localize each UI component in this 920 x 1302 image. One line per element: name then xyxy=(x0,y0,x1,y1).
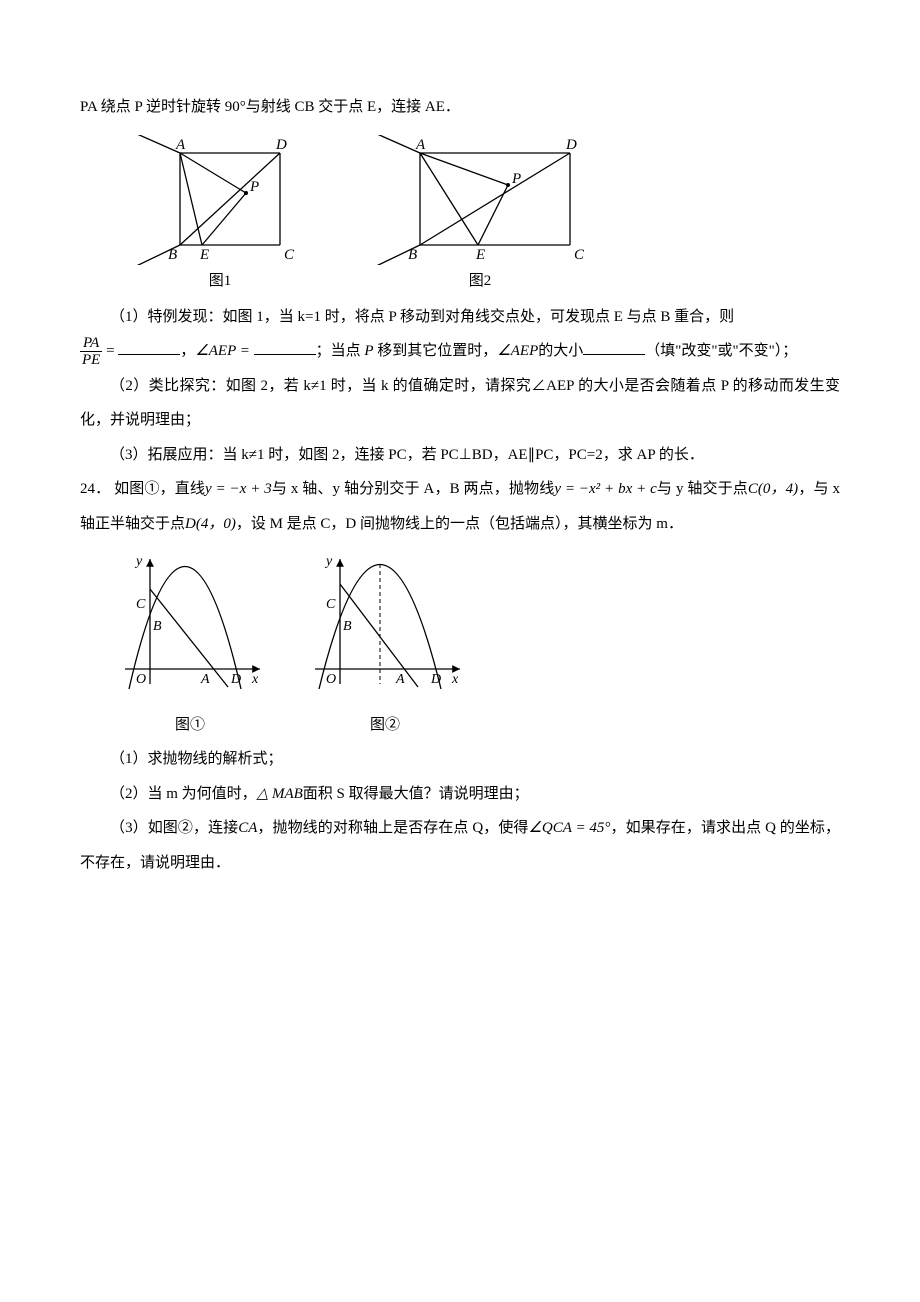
p24-eq2: y = −x² + bx + c xyxy=(554,481,656,497)
q1-mid1: ， xyxy=(180,343,195,359)
q1-tail: （填"改变"或"不变"）； xyxy=(645,343,797,359)
frac-num: PA xyxy=(80,335,102,353)
p24-t5: ，设 M 是点 C，D 间抛物线上的一点（包括端点），其横坐标为 m． xyxy=(236,516,683,532)
figure-3-svg: O A Dx y CB xyxy=(110,549,270,709)
p24-stem: 24． 如图①，直线y = −x + 3与 x 轴、y 轴分别交于 A，B 两点… xyxy=(80,472,840,541)
svg-text:A: A xyxy=(415,137,426,153)
p24-num: 24． xyxy=(80,481,110,497)
svg-text:B: B xyxy=(153,619,162,634)
figure-1-svg: A D B C E P xyxy=(120,135,320,265)
frac-pa-pe: PA PE xyxy=(80,335,102,369)
intro-text: PA 绕点 P 逆时针旋转 90°与射线 CB 交于点 E，连接 AE． xyxy=(80,90,840,125)
svg-text:B: B xyxy=(343,619,352,634)
svg-text:E: E xyxy=(475,247,485,263)
svg-text:A: A xyxy=(175,137,186,153)
p24-t1: 如图①，直线 xyxy=(114,481,205,497)
svg-text:D: D xyxy=(430,672,441,687)
figures-24: OADxyCB 图① OADxyCB 图② xyxy=(110,549,840,734)
q1-mid2: ；当点 xyxy=(316,343,365,359)
p24q2-t2: 面积 S 取得最大值？请说明理由； xyxy=(303,786,529,802)
q1-mid3: 移到其它位置时， xyxy=(374,343,498,359)
svg-text:O: O xyxy=(136,672,146,687)
q1-mid4: 的大小 xyxy=(538,343,583,359)
figure-2-block: A D B C E P 图2 xyxy=(350,135,610,290)
p24-eq1: y = −x + 3 xyxy=(205,481,272,497)
blank-2 xyxy=(254,340,316,355)
p24q2-t1: （2）当 m 为何值时， xyxy=(110,786,257,802)
figure-2-caption: 图2 xyxy=(469,269,492,290)
svg-text:C: C xyxy=(284,247,295,263)
q3: （3）拓展应用：当 k≠1 时，如图 2，连接 PC，若 PC⊥BD，AE∥PC… xyxy=(80,438,840,473)
p24-t2: 与 x 轴、y 轴分别交于 A，B 两点，抛物线 xyxy=(272,481,555,497)
svg-text:B: B xyxy=(168,247,177,263)
figure-2-svg: A D B C E P xyxy=(350,135,610,265)
q1-line1: （1）特例发现：如图 1，当 k=1 时，将点 P 移动到对角线交点处，可发现点… xyxy=(80,300,840,335)
p24q2-tri: △ MAB xyxy=(257,786,303,802)
svg-text:y: y xyxy=(324,554,333,569)
svg-text:O: O xyxy=(326,672,336,687)
svg-text:x: x xyxy=(251,672,259,687)
p24q3-CA: CA xyxy=(238,820,257,836)
q2: （2）类比探究：如图 2，若 k≠1 时，当 k 的值确定时，请探究∠AEP 的… xyxy=(80,369,840,438)
figure-3-caption: 图① xyxy=(175,713,205,734)
figure-4-caption: 图② xyxy=(370,713,400,734)
svg-text:D: D xyxy=(275,137,287,153)
figure-1-block: A D B C E P 图1 xyxy=(120,135,320,290)
q1-eq: = xyxy=(102,343,118,359)
p24-q2: （2）当 m 为何值时，△ MAB面积 S 取得最大值？请说明理由； xyxy=(80,777,840,812)
figure-4-svg: O A Dx y CB xyxy=(300,549,470,709)
blank-3 xyxy=(583,340,645,355)
figures-23: A D B C E P 图1 A D B C E P 图2 xyxy=(120,135,840,290)
p24-C: C(0，4) xyxy=(748,481,798,497)
p24-q1: （1）求抛物线的解析式； xyxy=(80,742,840,777)
svg-text:P: P xyxy=(511,171,521,187)
p24q3-ang: ∠QCA = 45° xyxy=(528,820,610,836)
figure-4-block: O A Dx y CB 图② xyxy=(300,549,470,734)
q1-angle2: ∠AEP xyxy=(497,343,538,359)
figure-3-block: O A Dx y CB 图① xyxy=(110,549,270,734)
svg-text:x: x xyxy=(451,672,459,687)
blank-1 xyxy=(118,340,180,355)
p24q3-t1: （3）如图②，连接 xyxy=(110,820,238,836)
svg-text:D: D xyxy=(565,137,577,153)
q1-line2: PA PE = ，∠AEP = ；当点 P 移到其它位置时，∠AEP的大小 （填"… xyxy=(80,334,840,369)
q1-P: P xyxy=(364,343,373,359)
svg-text:C: C xyxy=(136,597,146,612)
svg-text:A: A xyxy=(200,672,210,687)
p24-q3: （3）如图②，连接CA，抛物线的对称轴上是否存在点 Q，使得∠QCA = 45°… xyxy=(80,811,840,880)
p24-D: D(4，0) xyxy=(185,516,236,532)
frac-den: PE xyxy=(80,352,102,369)
svg-text:y: y xyxy=(134,554,143,569)
p24-t3: 与 y 轴交于点 xyxy=(657,481,748,497)
figure-1-caption: 图1 xyxy=(209,269,232,290)
svg-text:B: B xyxy=(408,247,417,263)
svg-text:C: C xyxy=(326,597,336,612)
q1-angle: ∠AEP = xyxy=(195,343,253,359)
p24q3-t2: ，抛物线的对称轴上是否存在点 Q，使得 xyxy=(257,820,528,836)
svg-text:A: A xyxy=(395,672,405,687)
q1-prefix: （1）特例发现：如图 1，当 k=1 时，将点 P 移动到对角线交点处，可发现点… xyxy=(110,309,734,325)
svg-text:E: E xyxy=(199,247,209,263)
svg-text:P: P xyxy=(249,179,259,195)
svg-text:C: C xyxy=(574,247,585,263)
svg-text:D: D xyxy=(230,672,241,687)
